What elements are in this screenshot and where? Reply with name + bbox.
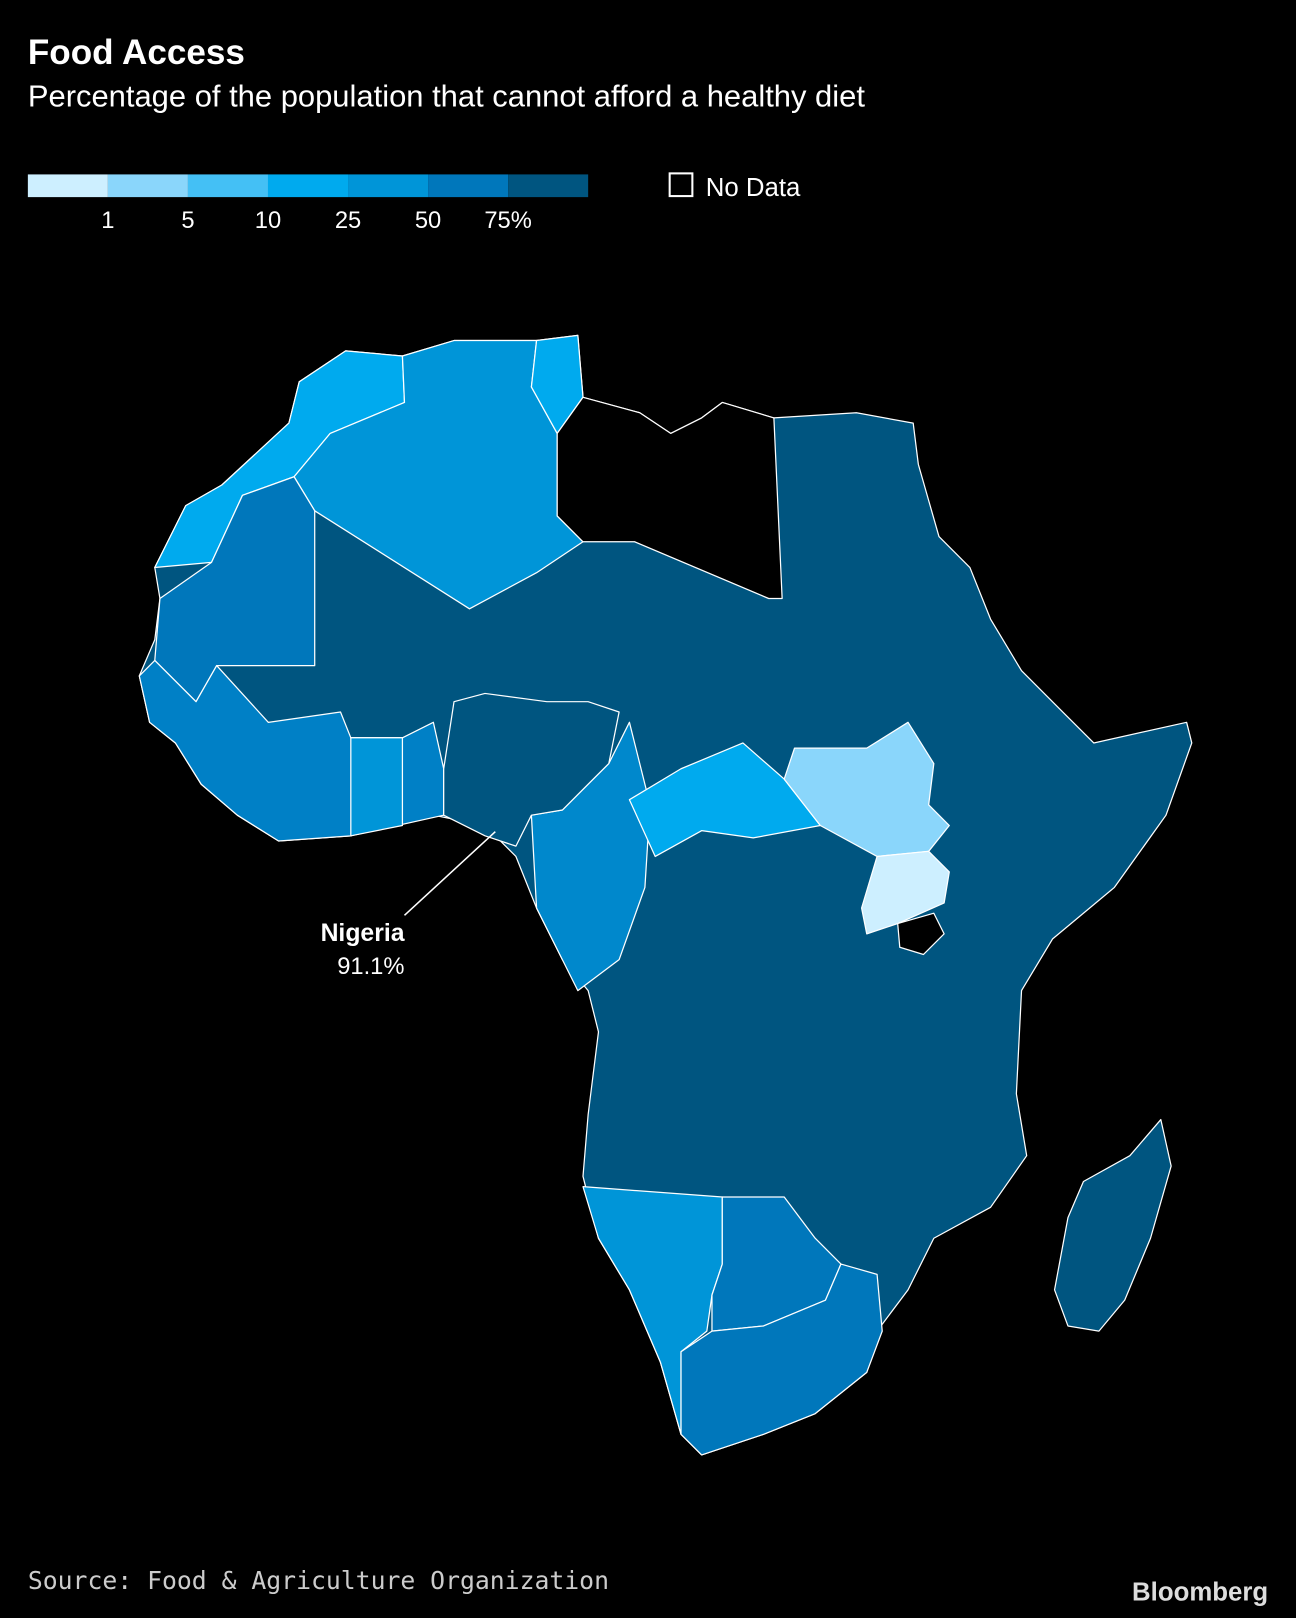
legend-tick-label: 25 (335, 208, 361, 234)
brand: Bloomberg (1132, 1578, 1268, 1606)
annotation-leader (403, 831, 496, 916)
legend-tick-label: 75% (484, 208, 531, 234)
legend-swatch (107, 174, 188, 198)
lake-victoria (897, 912, 945, 956)
nigeria (443, 692, 620, 847)
legend-tick-label: 5 (181, 208, 194, 234)
no-data-label: No Data (706, 174, 801, 202)
legend-swatch (428, 174, 509, 198)
africa (138, 334, 1193, 1456)
annotation-value: 91.1% (337, 954, 404, 980)
subtitle: Percentage of the population that cannot… (28, 78, 865, 113)
libya (556, 396, 783, 600)
annotation-name: Nigeria (321, 920, 405, 947)
south-sudan (783, 721, 950, 858)
legend: No Data 1 5 10 25 50 75% (27, 172, 801, 234)
legend-swatch (27, 174, 108, 198)
legend-swatch (508, 174, 589, 198)
legend-swatch (348, 174, 429, 198)
source: Source: Food & Agriculture Organization (28, 1566, 609, 1595)
mauritania (154, 476, 316, 703)
legend-tick-label: 1 (101, 208, 114, 234)
madagascar (1053, 1118, 1172, 1332)
legend-swatch (267, 174, 349, 198)
uganda (860, 850, 950, 935)
legend-tick-label: 50 (415, 208, 441, 234)
no-data-swatch (668, 172, 694, 198)
south-africa (680, 1263, 883, 1456)
legend-swatch (187, 174, 268, 198)
title: Food Access (28, 33, 245, 72)
ghana (350, 737, 404, 837)
legend-tick-label: 10 (255, 208, 281, 234)
